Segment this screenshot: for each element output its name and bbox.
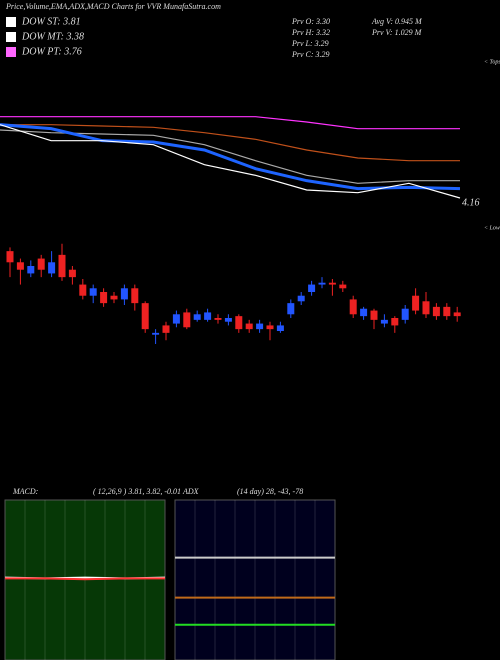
candle-body bbox=[412, 295, 420, 311]
info-label: Prv V: 1.029 M bbox=[371, 28, 423, 37]
candle-body bbox=[370, 310, 378, 320]
candle-body bbox=[120, 288, 128, 300]
candle-body bbox=[224, 318, 232, 322]
info-label: Prv H: 3.32 bbox=[291, 28, 330, 37]
candle-body bbox=[162, 325, 170, 333]
candle-body bbox=[328, 282, 336, 285]
candle-body bbox=[349, 299, 357, 315]
candle-body bbox=[318, 282, 326, 285]
info-label: Prv L: 3.29 bbox=[291, 39, 329, 48]
candle-body bbox=[58, 254, 66, 278]
candle-body bbox=[276, 325, 284, 331]
candle-body bbox=[110, 295, 118, 300]
candle-body bbox=[380, 319, 388, 324]
info-label: Prv C: 3.29 bbox=[291, 50, 330, 59]
candle-body bbox=[308, 284, 316, 292]
legend-label: DOW PT: 3.76 bbox=[21, 46, 82, 57]
candle-body bbox=[141, 303, 149, 330]
candle-body bbox=[401, 308, 409, 320]
candle-body bbox=[193, 314, 201, 320]
panel-label: ( 12,26,9 ) 3.81, 3.82, -0.01 bbox=[93, 487, 181, 496]
line-series bbox=[0, 116, 460, 130]
side-label: < Tops bbox=[484, 59, 500, 65]
candle-body bbox=[235, 316, 243, 330]
candle-body bbox=[48, 262, 56, 274]
candle-body bbox=[297, 295, 305, 302]
candle-body bbox=[266, 325, 274, 330]
candle-body bbox=[360, 308, 368, 317]
candle-body bbox=[287, 303, 295, 315]
candle-body bbox=[16, 262, 24, 270]
chart-title: Price,Volume,EMA,ADX,MACD Charts for VVR… bbox=[5, 2, 221, 11]
legend-label: DOW MT: 3.38 bbox=[21, 31, 84, 42]
candle-body bbox=[443, 306, 451, 317]
candle-body bbox=[214, 318, 222, 320]
candle-body bbox=[391, 318, 399, 326]
panel-title: ADX bbox=[182, 487, 200, 496]
candle-body bbox=[256, 323, 264, 330]
info-label: Prv O: 3.30 bbox=[291, 17, 330, 26]
candle-body bbox=[6, 251, 14, 263]
candle-body bbox=[422, 301, 430, 315]
candle-body bbox=[245, 323, 253, 330]
candle-body bbox=[453, 312, 461, 317]
legend-swatch bbox=[6, 47, 16, 57]
candle-body bbox=[204, 312, 212, 320]
candle-body bbox=[172, 314, 180, 324]
candle-body bbox=[79, 284, 87, 296]
candle-body bbox=[339, 284, 347, 289]
info-label: Avg V: 0.945 M bbox=[371, 17, 423, 26]
legend-swatch bbox=[6, 17, 16, 27]
candle-body bbox=[89, 288, 97, 296]
candle-body bbox=[432, 306, 440, 317]
panel-label: (14 day) 28, -43, -78 bbox=[237, 487, 303, 496]
legend-label: DOW ST: 3.81 bbox=[21, 16, 81, 27]
candle-body bbox=[131, 288, 139, 304]
line-series bbox=[0, 124, 460, 162]
candle-body bbox=[68, 269, 76, 278]
candle-body bbox=[27, 266, 35, 274]
panel-background bbox=[174, 499, 336, 660]
candle-body bbox=[152, 332, 160, 335]
candle-body bbox=[37, 258, 45, 270]
panel-label: 4.16 bbox=[462, 197, 480, 208]
legend-swatch bbox=[6, 32, 16, 42]
side-label: < Lows bbox=[484, 225, 500, 231]
panel-title: MACD: bbox=[12, 487, 39, 496]
line-series bbox=[5, 577, 165, 581]
candle-body bbox=[183, 312, 191, 328]
candle-body bbox=[100, 292, 108, 304]
line-series bbox=[0, 124, 461, 199]
